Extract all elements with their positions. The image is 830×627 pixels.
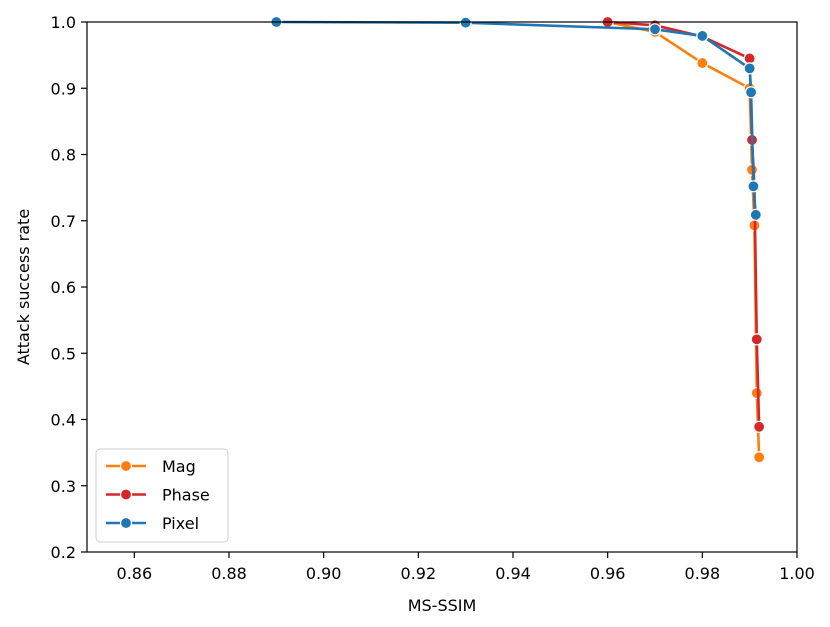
- x-tick-label: 0.96: [590, 564, 626, 583]
- data-point-mag: [753, 451, 766, 464]
- legend-item-pixel: Pixel: [106, 514, 199, 533]
- legend-item-mag: Mag: [106, 457, 196, 476]
- data-point-phase: [753, 420, 766, 433]
- legend-label: Phase: [162, 486, 210, 505]
- y-tick-label: 0.7: [51, 212, 76, 231]
- y-tick-label: 0.3: [51, 477, 76, 496]
- y-tick-label: 0.9: [51, 79, 76, 98]
- x-tick-label: 0.92: [401, 564, 437, 583]
- legend-label: Pixel: [162, 514, 199, 533]
- data-point-mag: [696, 56, 709, 70]
- legend-marker: [119, 488, 133, 501]
- x-tick-label: 0.94: [495, 564, 531, 583]
- data-point-pixel: [648, 23, 662, 36]
- y-tick-label: 0.8: [51, 146, 76, 165]
- data-point-pixel: [747, 180, 760, 193]
- x-tick-label: 0.86: [117, 564, 153, 583]
- data-point-pixel: [459, 16, 472, 29]
- series-layer: [270, 15, 766, 464]
- y-tick-label: 0.4: [51, 411, 76, 430]
- data-point-phase: [750, 333, 763, 346]
- x-tick-label: 0.88: [211, 564, 247, 583]
- x-axis: 0.86 0.88 0.90 0.92 0.94 0.96 0.98 1.00: [117, 552, 815, 583]
- legend: Mag Phase Pixel: [95, 448, 229, 543]
- x-tick-label: 0.98: [685, 564, 721, 583]
- legend-item-phase: Phase: [106, 486, 210, 505]
- legend-label: Mag: [162, 457, 196, 476]
- x-axis-label: MS-SSIM: [408, 596, 477, 615]
- y-tick-label: 0.6: [51, 278, 76, 297]
- y-tick-label: 1.0: [51, 13, 76, 32]
- x-tick-label: 0.90: [306, 564, 342, 583]
- y-tick-label: 0.2: [51, 543, 76, 562]
- series-pixel: [270, 15, 762, 221]
- data-point-pixel: [743, 62, 756, 75]
- series-line-pixel: [276, 20, 758, 215]
- y-axis: 0.2 0.3 0.4 0.5 0.6 0.7 0.8 0.9 1.0: [51, 13, 87, 562]
- data-point-pixel: [696, 29, 709, 43]
- x-tick-label: 1.00: [779, 564, 815, 583]
- legend-marker: [119, 459, 133, 473]
- data-point-pixel: [744, 86, 758, 99]
- legend-marker: [119, 516, 133, 530]
- y-axis-label: Attack success rate: [14, 209, 33, 365]
- y-tick-label: 0.5: [51, 344, 76, 363]
- data-point-mag: [750, 386, 763, 400]
- data-point-pixel: [749, 208, 762, 221]
